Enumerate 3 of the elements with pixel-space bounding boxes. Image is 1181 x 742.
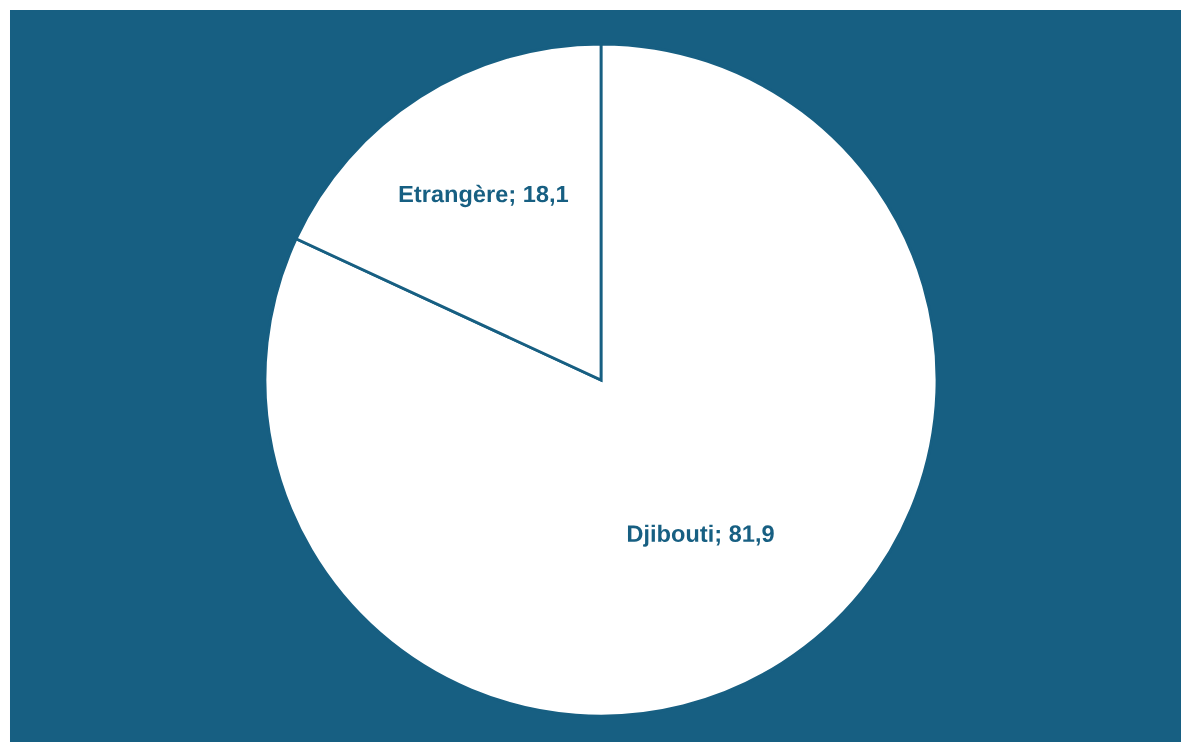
slice-label: Etrangère; 18,1 <box>399 184 569 208</box>
pie-slice <box>263 42 939 718</box>
slice-label: Djibouti; 81,9 <box>627 524 774 547</box>
